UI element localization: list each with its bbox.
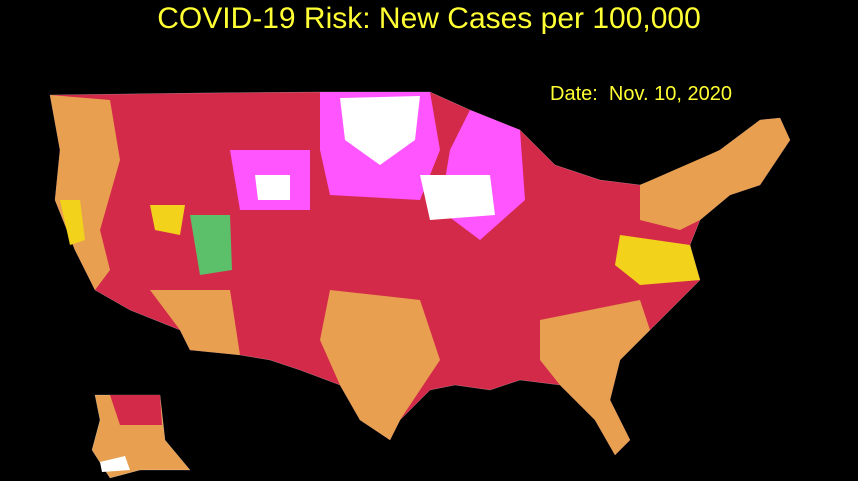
nevada-yellow [150, 205, 185, 235]
yellow-area [60, 200, 85, 245]
alaska [91, 394, 191, 479]
alaska-shape [91, 394, 191, 479]
dakotas-white [340, 96, 420, 165]
wyoming-white [255, 175, 290, 200]
map-date: Date: Nov. 10, 2020 [550, 83, 732, 105]
southwest-region [150, 290, 240, 355]
iowa-white [420, 175, 495, 220]
west-coast-region [50, 95, 120, 290]
utah-green [190, 215, 232, 275]
map-title: COVID-19 Risk: New Cases per 100,000 [157, 2, 701, 35]
southeast-orange [540, 300, 650, 455]
us-map [49, 91, 791, 456]
northeast-orange [640, 118, 790, 230]
virginia-yellow [615, 235, 700, 285]
alaska-white [100, 456, 130, 472]
texas-orange [320, 290, 440, 440]
alaska-red [110, 395, 162, 425]
